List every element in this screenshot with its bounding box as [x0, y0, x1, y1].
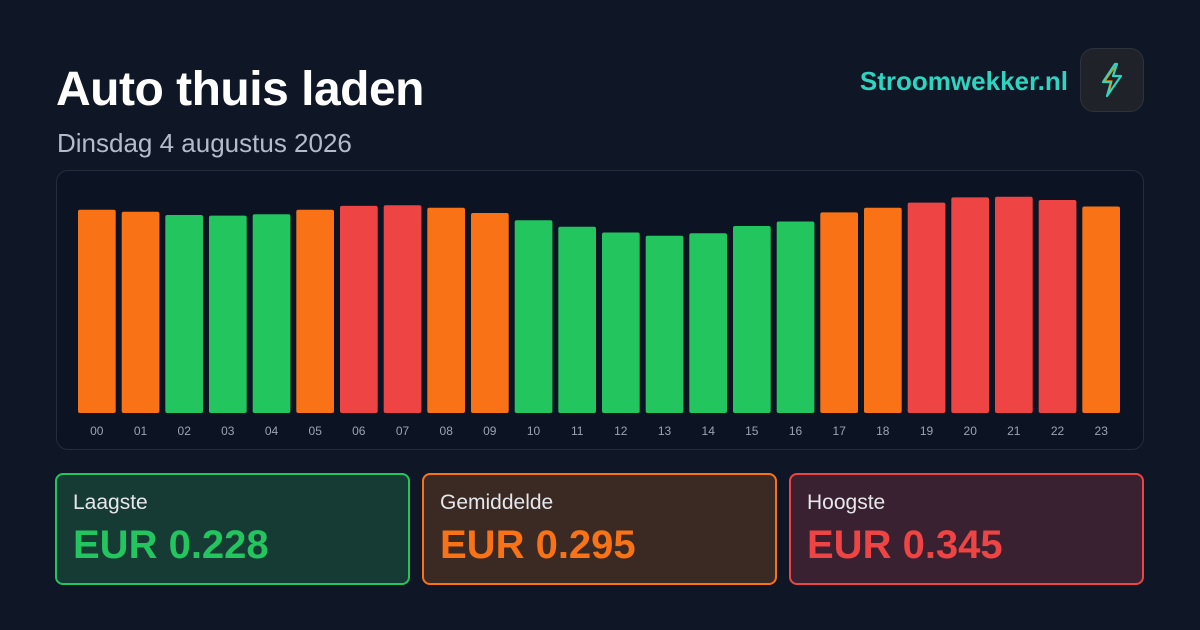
bar-hour-05	[296, 209, 334, 413]
average-price-label: Gemiddelde	[440, 491, 554, 514]
bar-hour-04	[252, 214, 291, 413]
x-tick-label: 04	[265, 424, 279, 438]
average-price-value: EUR 0.295	[440, 523, 636, 567]
bar-hour-08	[427, 207, 465, 413]
bar-hour-17	[820, 212, 858, 413]
bar-hour-02	[165, 215, 203, 413]
bar-hour-13	[645, 235, 684, 413]
bar-hour-09	[471, 213, 509, 413]
x-tick-label: 20	[964, 424, 978, 438]
bar-hour-15	[733, 226, 771, 413]
x-tick-label: 16	[789, 424, 803, 438]
x-tick-label: 07	[396, 424, 410, 438]
x-tick-label: 03	[221, 424, 235, 438]
x-tick-label: 22	[1051, 424, 1065, 438]
bar-hour-20	[951, 197, 989, 413]
page-title: Auto thuis laden	[56, 63, 424, 116]
x-tick-label: 23	[1095, 424, 1109, 438]
x-tick-label: 11	[571, 424, 584, 438]
x-tick-label: 02	[178, 424, 192, 438]
bar-hour-23	[1082, 206, 1120, 413]
price-chart: 00 01 02 03 04 05 06 07 08 09 10 11 12 13 14 15 16 17 18 19…	[56, 170, 1144, 450]
bar-hour-12	[602, 232, 640, 413]
x-tick-label: 05	[309, 424, 323, 438]
page-subtitle-date: Dinsdag 4 augustus 2026	[57, 128, 352, 158]
bar-hour-11	[558, 226, 596, 413]
x-tick-label: 01	[134, 424, 148, 438]
highest-price-card: Hoogste EUR 0.345	[789, 473, 1144, 585]
bar-hour-00	[78, 209, 116, 413]
x-tick-label: 08	[440, 424, 454, 438]
lowest-price-value: EUR 0.228	[73, 523, 269, 567]
x-tick-label: 10	[527, 424, 541, 438]
x-tick-label: 09	[483, 424, 497, 438]
highest-price-value: EUR 0.345	[807, 523, 1003, 567]
highest-price-label: Hoogste	[807, 491, 886, 514]
bar-hour-10	[514, 220, 553, 413]
x-tick-label: 14	[702, 424, 716, 438]
price-chart-svg: 00 01 02 03 04 05 06 07 08 09 10 11 12 13 14 15 16 17 18 19…	[78, 196, 1120, 438]
x-tick-label: 21	[1007, 424, 1021, 438]
bar-hour-16	[776, 221, 815, 413]
bar-hour-21	[995, 196, 1033, 413]
x-tick-label: 06	[352, 424, 366, 438]
bar-hour-06	[340, 205, 378, 413]
bar-hour-19	[907, 202, 946, 413]
x-tick-label: 13	[658, 424, 672, 438]
brand-name[interactable]: Stroomwekker.nl	[859, 66, 1068, 96]
lowest-price-card: Laagste EUR 0.228	[55, 473, 410, 585]
x-tick-label: 18	[876, 424, 890, 438]
bar-hour-14	[689, 233, 727, 413]
lowest-price-label: Laagste	[73, 491, 148, 514]
x-tick-label: 00	[90, 424, 104, 438]
bar-hour-01	[121, 211, 160, 413]
lightning-bolt-icon	[1080, 48, 1144, 112]
bar-hour-03	[209, 215, 247, 413]
x-tick-label: 19	[920, 424, 934, 438]
bar-hour-07	[383, 205, 422, 413]
bar-hour-22	[1038, 200, 1077, 413]
bar-hour-18	[864, 207, 902, 413]
x-tick-label: 12	[614, 424, 628, 438]
x-tick-label: 17	[833, 424, 847, 438]
average-price-card: Gemiddelde EUR 0.295	[422, 473, 777, 585]
x-tick-label: 15	[745, 424, 759, 438]
